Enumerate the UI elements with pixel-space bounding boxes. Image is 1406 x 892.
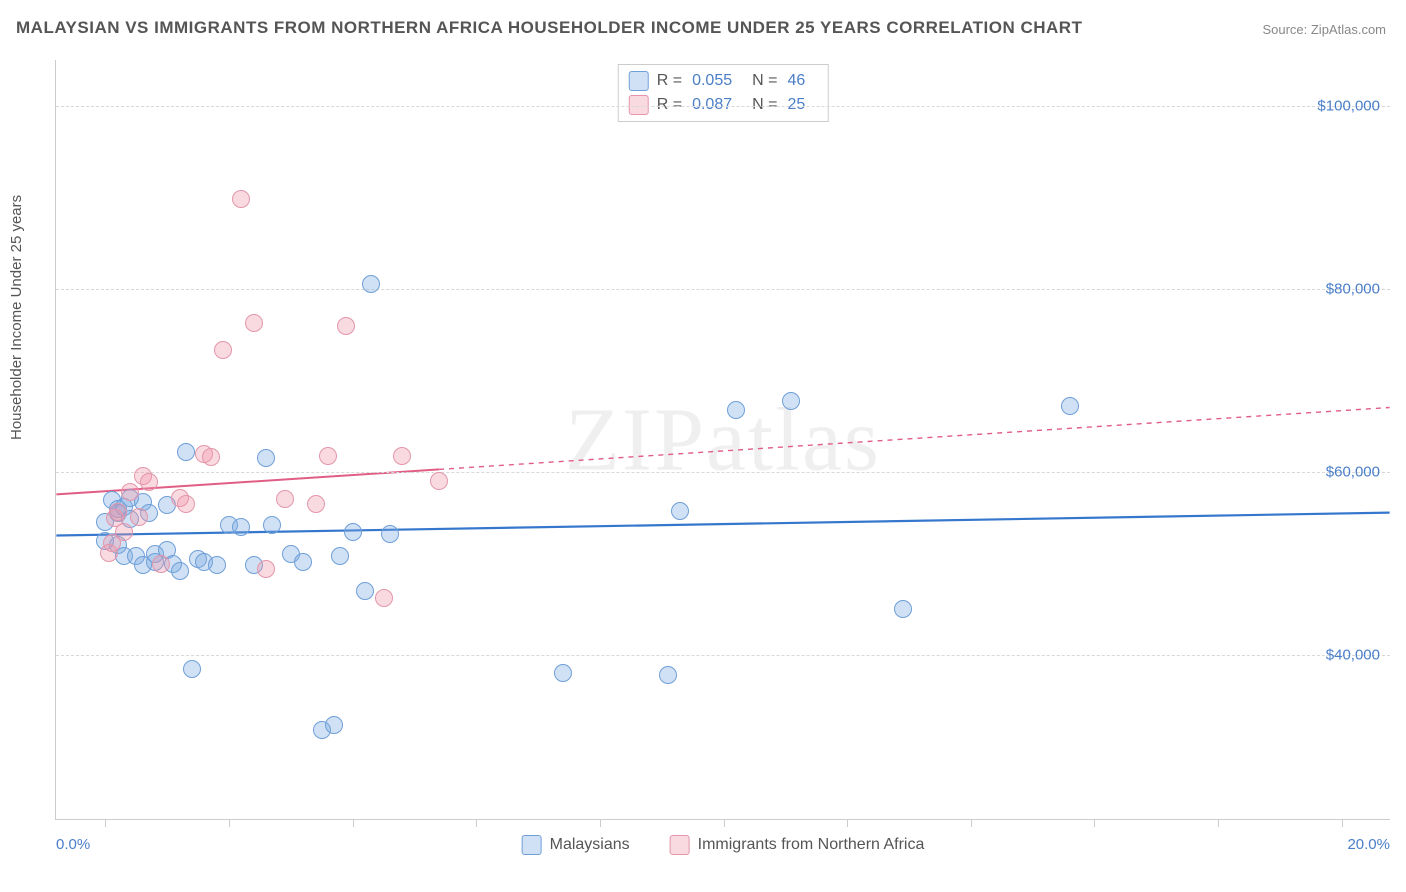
data-point [356, 582, 374, 600]
data-point [294, 553, 312, 571]
data-point [177, 443, 195, 461]
x-tick [724, 819, 725, 827]
legend-item-2: Immigrants from Northern Africa [670, 835, 925, 855]
data-point [554, 664, 572, 682]
data-point [232, 190, 250, 208]
data-point [276, 490, 294, 508]
data-point [257, 560, 275, 578]
x-tick [1094, 819, 1095, 827]
data-point [245, 314, 263, 332]
data-point [375, 589, 393, 607]
x-axis-max-label: 20.0% [1347, 836, 1390, 853]
data-point [671, 502, 689, 520]
data-point [430, 472, 448, 490]
source-label: Source: ZipAtlas.com [1262, 22, 1386, 37]
y-tick-label: $40,000 [1326, 647, 1380, 664]
chart-title: MALAYSIAN VS IMMIGRANTS FROM NORTHERN AF… [16, 18, 1082, 38]
y-axis-label: Householder Income Under 25 years [8, 195, 25, 440]
n-value-1: 46 [787, 72, 805, 90]
data-point [214, 341, 232, 359]
data-point [183, 660, 201, 678]
gridline [56, 472, 1390, 473]
x-tick [1218, 819, 1219, 827]
data-point [782, 392, 800, 410]
data-point [325, 716, 343, 734]
r-label: R = [657, 72, 682, 90]
legend-item-1: Malaysians [522, 835, 630, 855]
watermark: ZIPatlas [565, 388, 881, 491]
data-point [344, 523, 362, 541]
correlation-legend: R = 0.055 N = 46 R = 0.087 N = 25 [618, 64, 829, 122]
data-point [362, 275, 380, 293]
data-point [202, 448, 220, 466]
plot-area: ZIPatlas R = 0.055 N = 46 R = 0.087 N = … [55, 60, 1390, 820]
data-point [109, 503, 127, 521]
trend-lines [56, 60, 1390, 819]
series-2-name: Immigrants from Northern Africa [698, 836, 925, 854]
x-tick [600, 819, 601, 827]
gridline [56, 106, 1390, 107]
data-point [257, 449, 275, 467]
data-point [319, 447, 337, 465]
data-point [115, 523, 133, 541]
x-tick [476, 819, 477, 827]
data-point [1061, 397, 1079, 415]
gridline [56, 655, 1390, 656]
legend-row-1: R = 0.055 N = 46 [629, 69, 818, 93]
data-point [307, 495, 325, 513]
data-point [263, 516, 281, 534]
gridline [56, 289, 1390, 290]
y-tick-label: $80,000 [1326, 280, 1380, 297]
data-point [140, 473, 158, 491]
data-point [130, 508, 148, 526]
data-point [171, 562, 189, 580]
data-point [393, 447, 411, 465]
swatch-blue [629, 71, 649, 91]
x-tick [105, 819, 106, 827]
r-value-1: 0.055 [692, 72, 732, 90]
data-point [121, 483, 139, 501]
swatch-pink-icon [670, 835, 690, 855]
data-point [659, 666, 677, 684]
data-point [381, 525, 399, 543]
y-tick-label: $60,000 [1326, 464, 1380, 481]
series-legend: Malaysians Immigrants from Northern Afri… [522, 835, 925, 855]
n-label: N = [752, 72, 777, 90]
x-axis-min-label: 0.0% [56, 836, 90, 853]
data-point [152, 555, 170, 573]
x-tick [1342, 819, 1343, 827]
swatch-blue-icon [522, 835, 542, 855]
data-point [177, 495, 195, 513]
data-point [331, 547, 349, 565]
x-tick [353, 819, 354, 827]
data-point [208, 556, 226, 574]
data-point [232, 518, 250, 536]
y-tick-label: $100,000 [1317, 97, 1380, 114]
x-tick [229, 819, 230, 827]
x-tick [971, 819, 972, 827]
series-1-name: Malaysians [550, 836, 630, 854]
data-point [727, 401, 745, 419]
x-tick [847, 819, 848, 827]
data-point [894, 600, 912, 618]
data-point [337, 317, 355, 335]
